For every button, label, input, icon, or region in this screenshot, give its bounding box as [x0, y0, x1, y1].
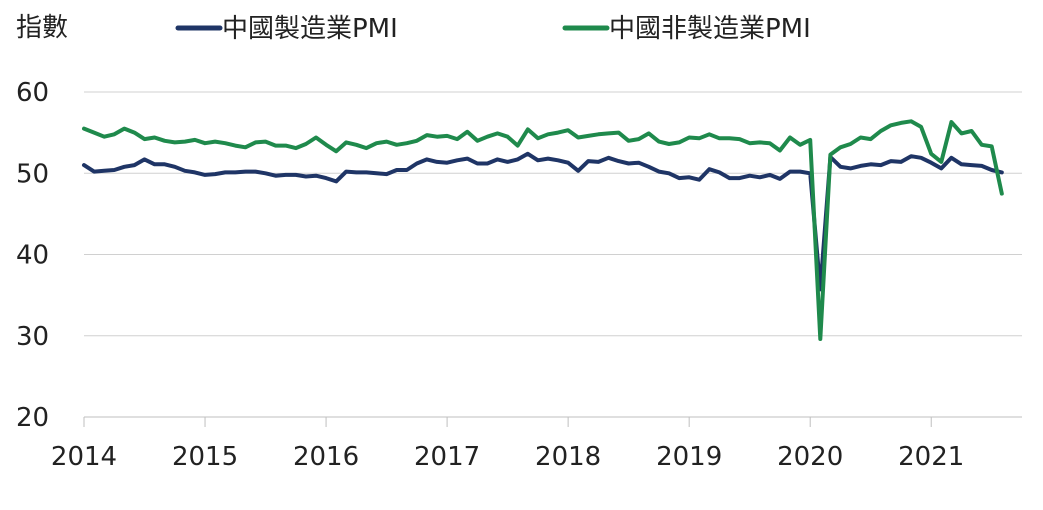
x-tick-label: 2014 — [51, 442, 117, 472]
x-tick-label: 2017 — [414, 442, 480, 472]
y-tick-label: 50 — [16, 159, 49, 189]
x-tick-label: 2019 — [656, 442, 722, 472]
y-tick-label: 30 — [16, 322, 49, 352]
axes: 20 30 40 50 60 2014 2015 2016 2017 2018 2019 2020 20… — [16, 78, 1022, 472]
x-tick-label: 2015 — [172, 442, 238, 472]
x-tick-label: 2021 — [898, 442, 964, 472]
y-tick-label: 40 — [16, 241, 49, 271]
series-lines — [82, 119, 1004, 341]
legend-label: 中國非製造業PMI — [609, 14, 811, 44]
y-tick-label: 60 — [16, 78, 49, 108]
series-line-non-manufacturing — [82, 119, 1004, 341]
x-tick-label: 2020 — [777, 442, 843, 472]
legend-label: 中國製造業PMI — [222, 14, 398, 44]
y-tick-label: 20 — [16, 403, 49, 433]
legend: 中國製造業PMI 中國非製造業PMI — [175, 14, 811, 44]
gridlines — [84, 91, 1022, 418]
x-tick-label: 2016 — [293, 442, 359, 472]
x-tick-label: 2018 — [535, 442, 601, 472]
y-axis-label: 指數 — [16, 13, 68, 43]
series-line-manufacturing — [82, 151, 1004, 292]
